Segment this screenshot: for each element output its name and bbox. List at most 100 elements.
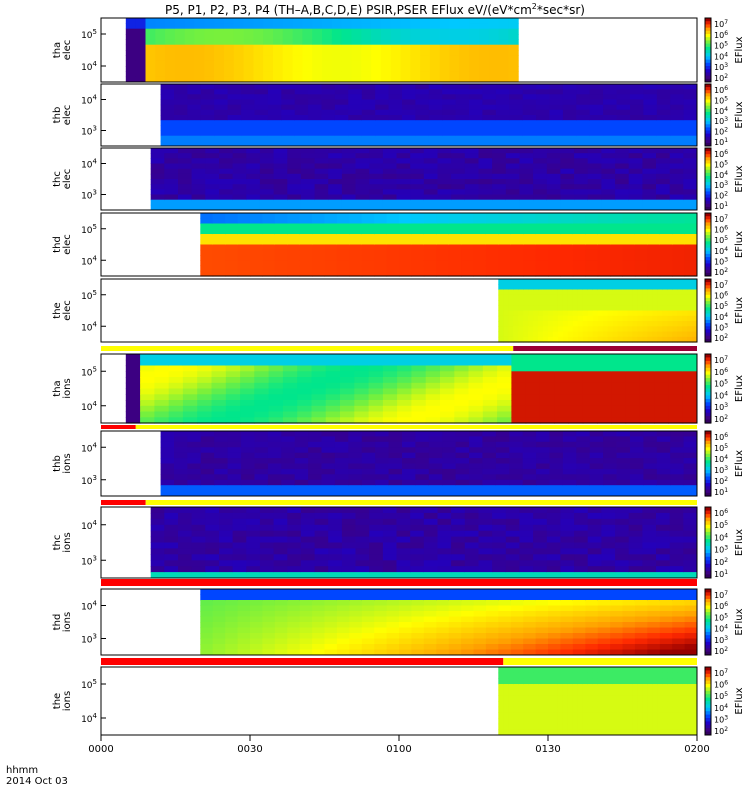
spectrogram-cell [656, 468, 671, 475]
spectrogram-cell [592, 695, 599, 702]
spectrogram-cell [351, 28, 362, 35]
spectrogram-cell [682, 321, 688, 327]
spectrogram-cell [528, 678, 534, 685]
spectrogram-cell [523, 279, 529, 285]
spectrogram-cell [351, 44, 362, 51]
spectrogram-cell [560, 168, 575, 175]
spectrogram-cell [622, 622, 636, 628]
spectrogram-cell [469, 55, 480, 62]
spectrogram-cell [683, 485, 698, 492]
spectrogram-cell [479, 50, 490, 56]
spectrogram-cell [538, 684, 544, 691]
spectrogram-cell [168, 377, 184, 384]
spectrogram-cell [382, 153, 398, 159]
spectrogram-cell [411, 417, 427, 424]
panel-ylabel: elec [62, 234, 73, 255]
spectrogram-cell [670, 125, 685, 131]
spectrogram-cell [582, 331, 589, 338]
spectrogram-cell [669, 179, 684, 185]
spectrogram-cell [312, 611, 325, 617]
spectrogram-cell [214, 66, 225, 72]
spectrogram-cell [482, 89, 497, 95]
colorbar-cell [705, 121, 711, 125]
spectrogram-cell [669, 566, 684, 573]
spectrogram-cell [164, 148, 179, 154]
spectrogram-cell [643, 441, 658, 448]
spectrogram-cell [572, 689, 579, 696]
spectrogram-cell [628, 184, 643, 190]
spectrogram-cell [533, 667, 539, 674]
spectrogram-cell [589, 89, 604, 95]
spectrogram-cell [513, 689, 519, 696]
spectrogram-cell [533, 315, 539, 322]
spectrogram-cell [528, 300, 534, 306]
spectrogram-cell [396, 204, 411, 211]
spectrogram-cell [602, 331, 609, 338]
colorbar [705, 84, 711, 147]
spectrogram-cell [576, 468, 591, 475]
spectrogram-cell [336, 223, 350, 230]
spectrogram-cell [510, 218, 524, 225]
spectrogram-cell [375, 84, 390, 90]
spectrogram-cell [174, 140, 188, 147]
spectrogram-cell [184, 55, 195, 62]
spectrogram-cell [670, 94, 685, 100]
spectrogram-cell [482, 388, 498, 395]
spectrogram-cell [223, 55, 235, 62]
spectrogram-cell [254, 436, 269, 443]
colorbar-cell [705, 437, 711, 442]
spectrogram-cell [411, 594, 425, 601]
spectrogram-cell [200, 104, 215, 111]
spectrogram-cell [399, 627, 412, 634]
spectrogram-cell [672, 213, 686, 219]
spectrogram-cell [312, 234, 325, 240]
spectrogram-cell [495, 109, 510, 116]
spectrogram-cell [603, 490, 617, 497]
spectrogram-cell [677, 294, 683, 301]
spectrogram-cell [523, 712, 529, 719]
spectrogram-cell [589, 104, 604, 111]
spectrogram-cell [577, 321, 584, 327]
spectrogram-cell [262, 627, 276, 634]
spectrogram-cell [518, 284, 524, 291]
spectrogram-cell [637, 294, 643, 301]
spectrogram-cell [375, 109, 390, 116]
spectrogram-cell [612, 310, 619, 317]
spectrogram-cell [560, 589, 574, 595]
spectrogram-cell [410, 39, 421, 46]
spectrogram-cell [657, 315, 663, 322]
colorbar-cell [705, 450, 711, 455]
spectrogram-cell [287, 239, 301, 246]
spectrogram-cell [647, 265, 661, 272]
spectrogram-cell [634, 627, 648, 634]
spectrogram-cell [396, 536, 411, 543]
spectrogram-cell [459, 76, 470, 83]
spectrogram-cell [482, 405, 498, 413]
spectrogram-cell [572, 265, 586, 272]
spectrogram-cell [560, 234, 574, 240]
spectrogram-cell [437, 566, 452, 573]
colorbar-tick-label: 106 [714, 85, 728, 95]
spectrogram-cell [628, 507, 643, 514]
spectrogram-cell [469, 130, 483, 137]
spectrogram-cell [536, 130, 550, 137]
spectrogram-cell [300, 204, 316, 211]
spectrogram-cell [374, 600, 388, 606]
colorbar-cell [705, 130, 711, 135]
spectrogram-cell [325, 394, 341, 401]
spectrogram-cell [282, 28, 294, 35]
spectrogram-cell [160, 463, 175, 470]
spectrogram-cell [328, 554, 343, 561]
spectrogram-cell [428, 109, 443, 116]
spectrogram-cell [642, 536, 657, 543]
spectrogram-cell [478, 560, 493, 567]
spectrogram-cell [227, 115, 242, 121]
spectrogram-cell [442, 94, 457, 100]
spectrogram-cell [603, 447, 617, 454]
spectrogram-cell [637, 284, 643, 291]
spectrogram-cell [560, 249, 574, 256]
spectrogram-cell [479, 71, 490, 78]
spectrogram-cell [482, 394, 498, 401]
spectrogram-cell [622, 638, 636, 645]
spectrogram-cell [492, 153, 507, 159]
